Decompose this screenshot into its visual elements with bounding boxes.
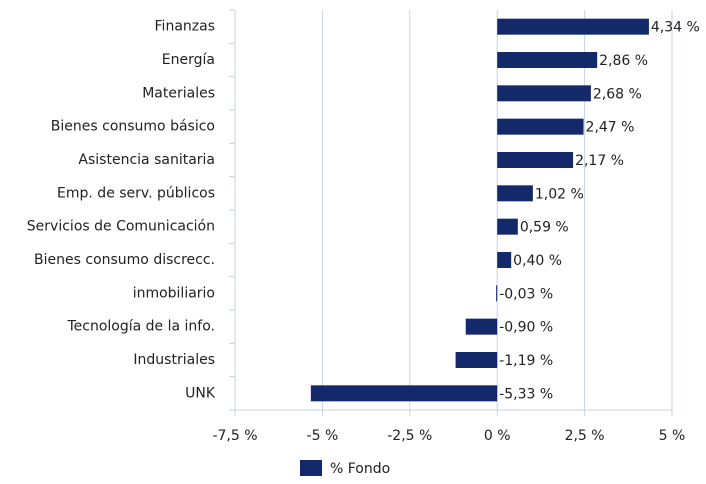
y-tick-label: Energía [162, 52, 215, 68]
x-tick-label: 5 % [659, 428, 686, 444]
x-tick-label: 0 % [484, 428, 511, 444]
x-tick-label: -5 % [307, 428, 339, 444]
y-tick-label: Tecnología de la info. [66, 319, 215, 335]
value-label: -0,90 % [499, 320, 553, 336]
y-tick-label: Materiales [142, 85, 215, 101]
legend-swatch [300, 460, 322, 476]
bar [497, 52, 598, 68]
y-tick-label: Bienes consumo discrecc. [34, 252, 215, 268]
y-tick-label: Industriales [133, 352, 215, 368]
y-tick-label: Servicios de Comunicación [27, 219, 215, 235]
value-label: -0,03 % [499, 286, 553, 302]
value-label: 0,40 % [513, 253, 562, 269]
value-label: 4,34 % [651, 20, 700, 36]
value-label: 0,59 % [520, 220, 569, 236]
value-label: -1,19 % [499, 353, 553, 369]
bar [310, 385, 498, 402]
bar [497, 185, 533, 202]
y-tick-label: Bienes consumo básico [51, 119, 215, 135]
y-tick-label: inmobiliario [133, 285, 215, 301]
legend-label: % Fondo [330, 461, 390, 477]
value-label: 2,47 % [586, 120, 635, 136]
value-label: 2,86 % [599, 53, 648, 69]
y-tick-label: UNK [185, 385, 216, 401]
bar [497, 118, 584, 135]
x-tick-label: -7,5 % [212, 428, 257, 444]
bar [465, 318, 498, 335]
value-label: -5,33 % [499, 386, 553, 402]
bar [455, 352, 498, 368]
bar [497, 85, 591, 102]
value-label: 2,17 % [575, 153, 624, 169]
y-tick-label: Finanzas [155, 19, 215, 35]
bar [497, 252, 512, 268]
y-tick-label: Asistencia sanitaria [78, 152, 215, 168]
value-label: 2,68 % [593, 86, 642, 102]
y-tick-label: Emp. de serv. públicos [57, 185, 215, 201]
bar [496, 285, 498, 302]
bar [497, 218, 518, 235]
x-tick-label: -2,5 % [387, 428, 432, 444]
value-label: 1,02 % [535, 186, 584, 202]
bar [497, 152, 574, 168]
x-tick-label: 2,5 % [565, 428, 605, 444]
bar [497, 18, 649, 35]
